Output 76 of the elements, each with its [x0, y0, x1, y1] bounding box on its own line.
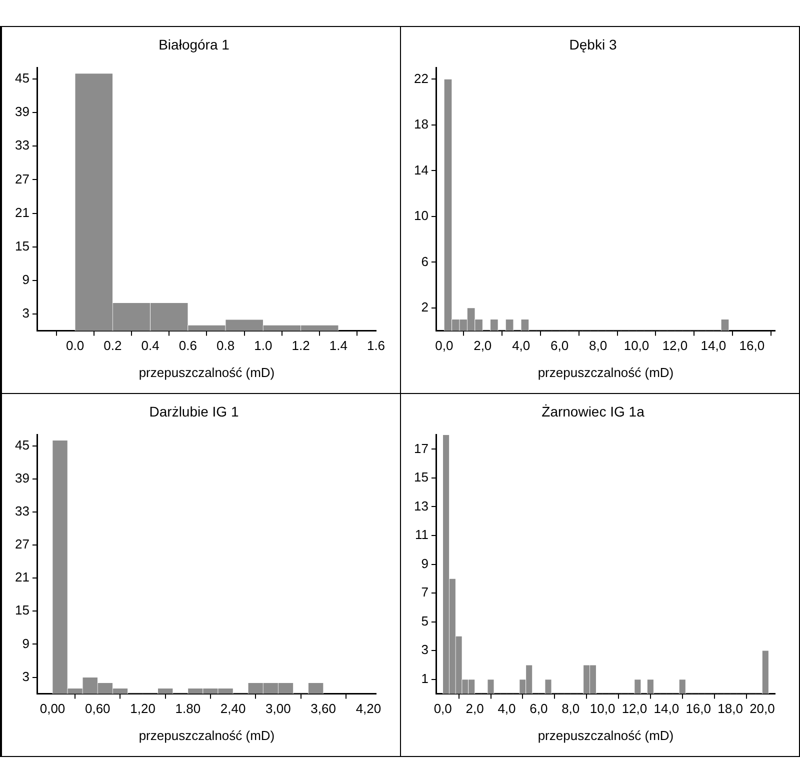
x-axis-title: przepuszczalność (mD): [138, 364, 275, 380]
y-tick-label: 39: [14, 104, 30, 120]
y-tick-label: 45: [14, 70, 30, 86]
x-tick-label: 2,0: [466, 701, 484, 716]
x-tick-label: 12,0: [622, 701, 648, 716]
y-tick-label: 3: [22, 668, 30, 684]
chart-title: Darżlubie IG 1: [149, 403, 239, 420]
y-tick-label: 13: [414, 498, 428, 514]
x-tick-label: 0.2: [104, 338, 122, 354]
x-tick-label: 12,0: [662, 338, 688, 354]
x-tick-label: 16,0: [686, 701, 712, 716]
x-tick-label: 6,0: [530, 701, 548, 716]
x-tick-label: 1.6: [366, 338, 386, 354]
y-tick-label: 21: [14, 570, 30, 585]
x-tick-label: 0.0: [66, 338, 84, 354]
x-tick-label: 2,40: [220, 701, 246, 716]
y-tick-label: 15: [414, 470, 428, 485]
x-tick-label: 1.4: [329, 338, 348, 354]
y-tick-label: 39: [14, 470, 30, 486]
x-tick-label: 14,0: [700, 338, 726, 354]
x-tick-label: 3,60: [310, 701, 336, 716]
chart-title: Żarnowiec IG 1a: [542, 403, 645, 420]
y-tick-label: 9: [22, 636, 30, 651]
y-tick-label: 3: [421, 642, 428, 658]
y-tick-label: 18: [414, 116, 428, 132]
x-tick-label: 20,0: [750, 701, 775, 716]
y-tick-label: 33: [14, 504, 30, 519]
x-tick-label: 0,0: [434, 701, 452, 716]
y-tick-label: 14: [414, 162, 428, 178]
x-tick-label: 1.0: [254, 338, 272, 354]
y-tick-label: 2: [421, 300, 428, 315]
x-tick-label: 10,0: [590, 701, 616, 716]
y-tick-label: 27: [14, 171, 30, 186]
y-tick-label: 33: [14, 138, 30, 153]
y-tick-label: 45: [14, 437, 30, 452]
y-tick-label: 15: [14, 602, 30, 618]
x-tick-label: 14,0: [654, 701, 680, 716]
x-tick-label: 0.6: [178, 338, 197, 354]
y-tick-label: 21: [14, 204, 30, 220]
y-tick-label: 10: [414, 208, 428, 224]
y-tick-label: 7: [421, 584, 428, 600]
x-tick-label: 10,0: [624, 338, 650, 354]
x-tick-label: 4,20: [356, 701, 382, 716]
x-tick-label: 6,0: [550, 338, 569, 354]
x-axis-title: przepuszczalność (mD): [538, 364, 674, 380]
x-axis-title: przepuszczalność (mD): [138, 728, 275, 743]
x-tick-label: 8,0: [588, 338, 608, 354]
x-tick-label: 1,20: [130, 701, 156, 716]
chart-title: Białogóra 1: [158, 36, 230, 52]
y-tick-label: 9: [421, 556, 428, 571]
x-tick-label: 1.80: [175, 701, 201, 716]
y-tick-label: 6: [421, 254, 428, 269]
x-tick-label: 0,00: [40, 701, 66, 716]
x-tick-label: 16,0: [739, 338, 765, 354]
y-tick-label: 9: [22, 272, 30, 288]
x-tick-label: 4,0: [512, 338, 530, 354]
x-tick-label: 0.4: [141, 338, 160, 354]
y-tick-label: 5: [421, 613, 428, 628]
y-tick-label: 22: [414, 70, 428, 86]
x-tick-label: 0.8: [216, 338, 235, 354]
x-tick-label: 2,0: [474, 338, 492, 354]
y-tick-label: 27: [14, 536, 30, 552]
x-tick-label: 4,0: [498, 701, 516, 716]
x-tick-label: 0,0: [435, 338, 454, 354]
chart-title: Dębki 3: [569, 36, 617, 52]
y-tick-label: 1: [421, 670, 428, 686]
y-tick-label: 11: [414, 527, 428, 542]
x-tick-label: 8,0: [562, 701, 580, 716]
x-tick-label: 3,00: [266, 701, 291, 716]
x-axis-title: przepuszczalność (mD): [538, 728, 674, 743]
x-tick-label: 18,0: [718, 701, 743, 716]
y-tick-label: 3: [22, 306, 30, 321]
y-tick-label: 15: [14, 238, 30, 254]
x-tick-label: 0,60: [84, 701, 110, 716]
y-tick-label: 17: [414, 440, 428, 456]
x-tick-label: 1.2: [292, 338, 310, 354]
